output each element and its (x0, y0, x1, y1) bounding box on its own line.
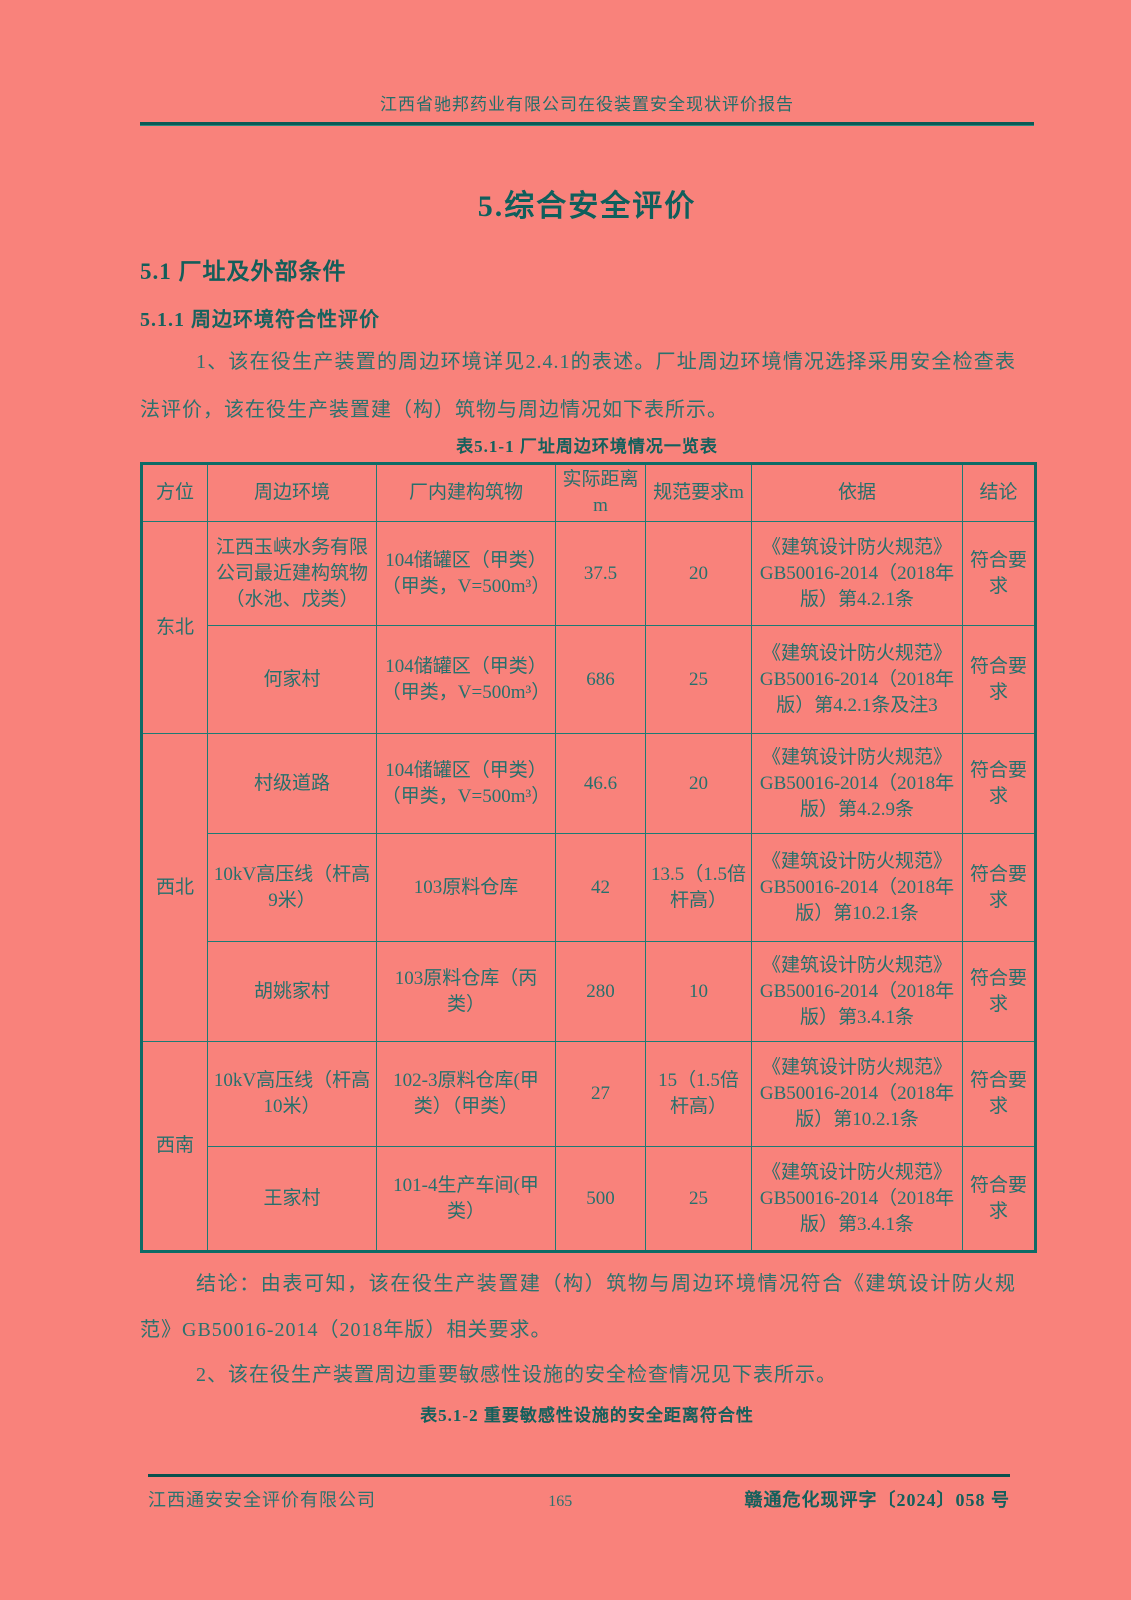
col-header-direction: 方位 (141, 463, 208, 522)
building-cell: 103原料仓库（丙类） (376, 941, 556, 1042)
col-header-conclusion: 结论 (962, 463, 1036, 522)
col-header-environment: 周边环境 (207, 463, 377, 522)
chapter-title: 5.综合安全评价 (477, 190, 697, 223)
conclusion-cell: 符合要求 (962, 733, 1036, 834)
page-footer: 江西通安安全评价有限公司 165 赣通危化现评字〔2024〕058 号 (148, 1474, 1010, 1512)
direction-cell: 西北 (141, 733, 208, 1042)
conclusion-cell: 符合要求 (962, 1041, 1036, 1147)
table-row: 胡姚家村 103原料仓库（丙类） 280 10 《建筑设计防火规范》GB5001… (142, 941, 1036, 1042)
basis-cell: 《建筑设计防火规范》GB50016-2014（2018年版）第3.4.1条 (751, 941, 963, 1042)
actual-distance-cell: 37.5 (555, 521, 646, 626)
environment-cell: 王家村 (207, 1146, 377, 1252)
col-header-actual-distance: 实际距离m (555, 463, 646, 522)
basis-cell: 《建筑设计防火规范》GB50016-2014（2018年版）第3.4.1条 (751, 1146, 963, 1252)
conclusion-cell: 符合要求 (962, 1146, 1036, 1252)
building-cell: 102-3原料仓库(甲类）（甲类） (376, 1041, 556, 1147)
building-cell: 104储罐区（甲类）（甲类，V=500m³） (376, 521, 556, 626)
environment-cell: 村级道路 (207, 733, 377, 834)
footer-page-number: 165 (548, 1493, 573, 1510)
basis-cell: 《建筑设计防火规范》GB50016-2014（2018年版）第4.2.1条及注3 (751, 625, 963, 734)
required-distance-cell: 13.5（1.5倍杆高） (645, 833, 752, 942)
col-header-building: 厂内建构筑物 (376, 463, 556, 522)
subsection-heading: 5.1.1 周边环境符合性评价 (140, 309, 380, 331)
footer-document-number: 赣通危化现评字〔2024〕058 号 (744, 1490, 1010, 1510)
header-rule (140, 122, 1034, 126)
table-row: 何家村 104储罐区（甲类）（甲类，V=500m³） 686 25 《建筑设计防… (142, 625, 1036, 734)
required-distance-cell: 15（1.5倍杆高） (645, 1041, 752, 1147)
conclusion-cell: 符合要求 (962, 521, 1036, 626)
basis-cell: 《建筑设计防火规范》GB50016-2014（2018年版）第4.2.1条 (751, 521, 963, 626)
table-row: 王家村 101-4生产车间(甲类） 500 25 《建筑设计防火规范》GB500… (142, 1146, 1036, 1252)
environment-cell: 胡姚家村 (207, 941, 377, 1042)
running-header: 江西省驰邦药业有限公司在役装置安全现状评价报告 (140, 0, 1034, 126)
conclusion-cell: 符合要求 (962, 941, 1036, 1042)
table-row: 10kV高压线（杆高9米） 103原料仓库 42 13.5（1.5倍杆高） 《建… (142, 833, 1036, 942)
environment-cell: 江西玉峡水务有限公司最近建构筑物（水池、戊类） (207, 521, 377, 626)
table-header-row: 方位 周边环境 厂内建构筑物 实际距离m 规范要求m 依据 结论 (141, 463, 1036, 522)
table2-caption: 表5.1-2 重要敏感性设施的安全距离符合性 (420, 1406, 754, 1425)
required-distance-cell: 20 (645, 733, 752, 834)
actual-distance-cell: 500 (555, 1146, 646, 1252)
environment-cell: 何家村 (207, 625, 377, 734)
required-distance-cell: 25 (645, 1146, 752, 1252)
actual-distance-cell: 42 (555, 833, 646, 942)
paragraph-2: 2、该在役生产装置周边重要敏感性设施的安全检查情况见下表所示。 (196, 1364, 837, 1386)
conclusion-paragraph: 结论：由表可知，该在役生产装置建（构）筑物与周边环境情况符合《建筑设计防火规范》… (140, 1273, 1016, 1341)
building-cell: 101-4生产车间(甲类） (376, 1146, 556, 1252)
col-header-required-distance: 规范要求m (645, 463, 752, 522)
building-cell: 104储罐区（甲类）（甲类，V=500m³） (376, 733, 556, 834)
building-cell: 104储罐区（甲类）（甲类，V=500m³） (376, 625, 556, 734)
building-cell: 103原料仓库 (376, 833, 556, 942)
table-row: 东北 江西玉峡水务有限公司最近建构筑物（水池、戊类） 104储罐区（甲类）（甲类… (141, 521, 1036, 734)
surroundings-table: 方位 周边环境 厂内建构筑物 实际距离m 规范要求m 依据 结论 东北 江西玉峡… (140, 462, 1037, 1253)
environment-cell: 10kV高压线（杆高9米） (207, 833, 377, 942)
footer-row: 江西通安安全评价有限公司 165 赣通危化现评字〔2024〕058 号 (148, 1486, 1010, 1512)
actual-distance-cell: 46.6 (555, 733, 646, 834)
table-row: 西北 村级道路 104储罐区（甲类）（甲类，V=500m³） 46.6 20 《… (141, 733, 1036, 1042)
conclusion-cell: 符合要求 (962, 833, 1036, 942)
actual-distance-cell: 27 (555, 1041, 646, 1147)
page-content: 江西省驰邦药业有限公司在役装置安全现状评价报告 5.综合安全评价 5.1 厂址及… (140, 0, 1037, 1425)
environment-cell: 10kV高压线（杆高10米） (207, 1041, 377, 1147)
required-distance-cell: 10 (645, 941, 752, 1042)
basis-cell: 《建筑设计防火规范》GB50016-2014（2018年版）第4.2.9条 (751, 733, 963, 834)
required-distance-cell: 25 (645, 625, 752, 734)
required-distance-cell: 20 (645, 521, 752, 626)
conclusion-cell: 符合要求 (962, 625, 1036, 734)
actual-distance-cell: 686 (555, 625, 646, 734)
direction-cell: 西南 (141, 1041, 208, 1252)
actual-distance-cell: 280 (555, 941, 646, 1042)
table1-caption: 表5.1-1 厂址周边环境情况一览表 (456, 437, 718, 456)
col-header-basis: 依据 (751, 463, 963, 522)
section-heading: 5.1 厂址及外部条件 (140, 259, 347, 284)
footer-rule (148, 1474, 1010, 1477)
basis-cell: 《建筑设计防火规范》GB50016-2014（2018年版）第10.2.1条 (751, 833, 963, 942)
basis-cell: 《建筑设计防火规范》GB50016-2014（2018年版）第10.2.1条 (751, 1041, 963, 1147)
direction-cell: 东北 (141, 521, 208, 734)
paragraph-1: 1、该在役生产装置的周边环境详见2.4.1的表述。厂址周边环境情况选择采用安全检… (140, 351, 1016, 421)
running-header-title: 江西省驰邦药业有限公司在役装置安全现状评价报告 (380, 95, 794, 114)
footer-company-name: 江西通安安全评价有限公司 (148, 1490, 376, 1510)
table-row: 西南 10kV高压线（杆高10米） 102-3原料仓库(甲类）（甲类） 27 1… (141, 1041, 1036, 1252)
